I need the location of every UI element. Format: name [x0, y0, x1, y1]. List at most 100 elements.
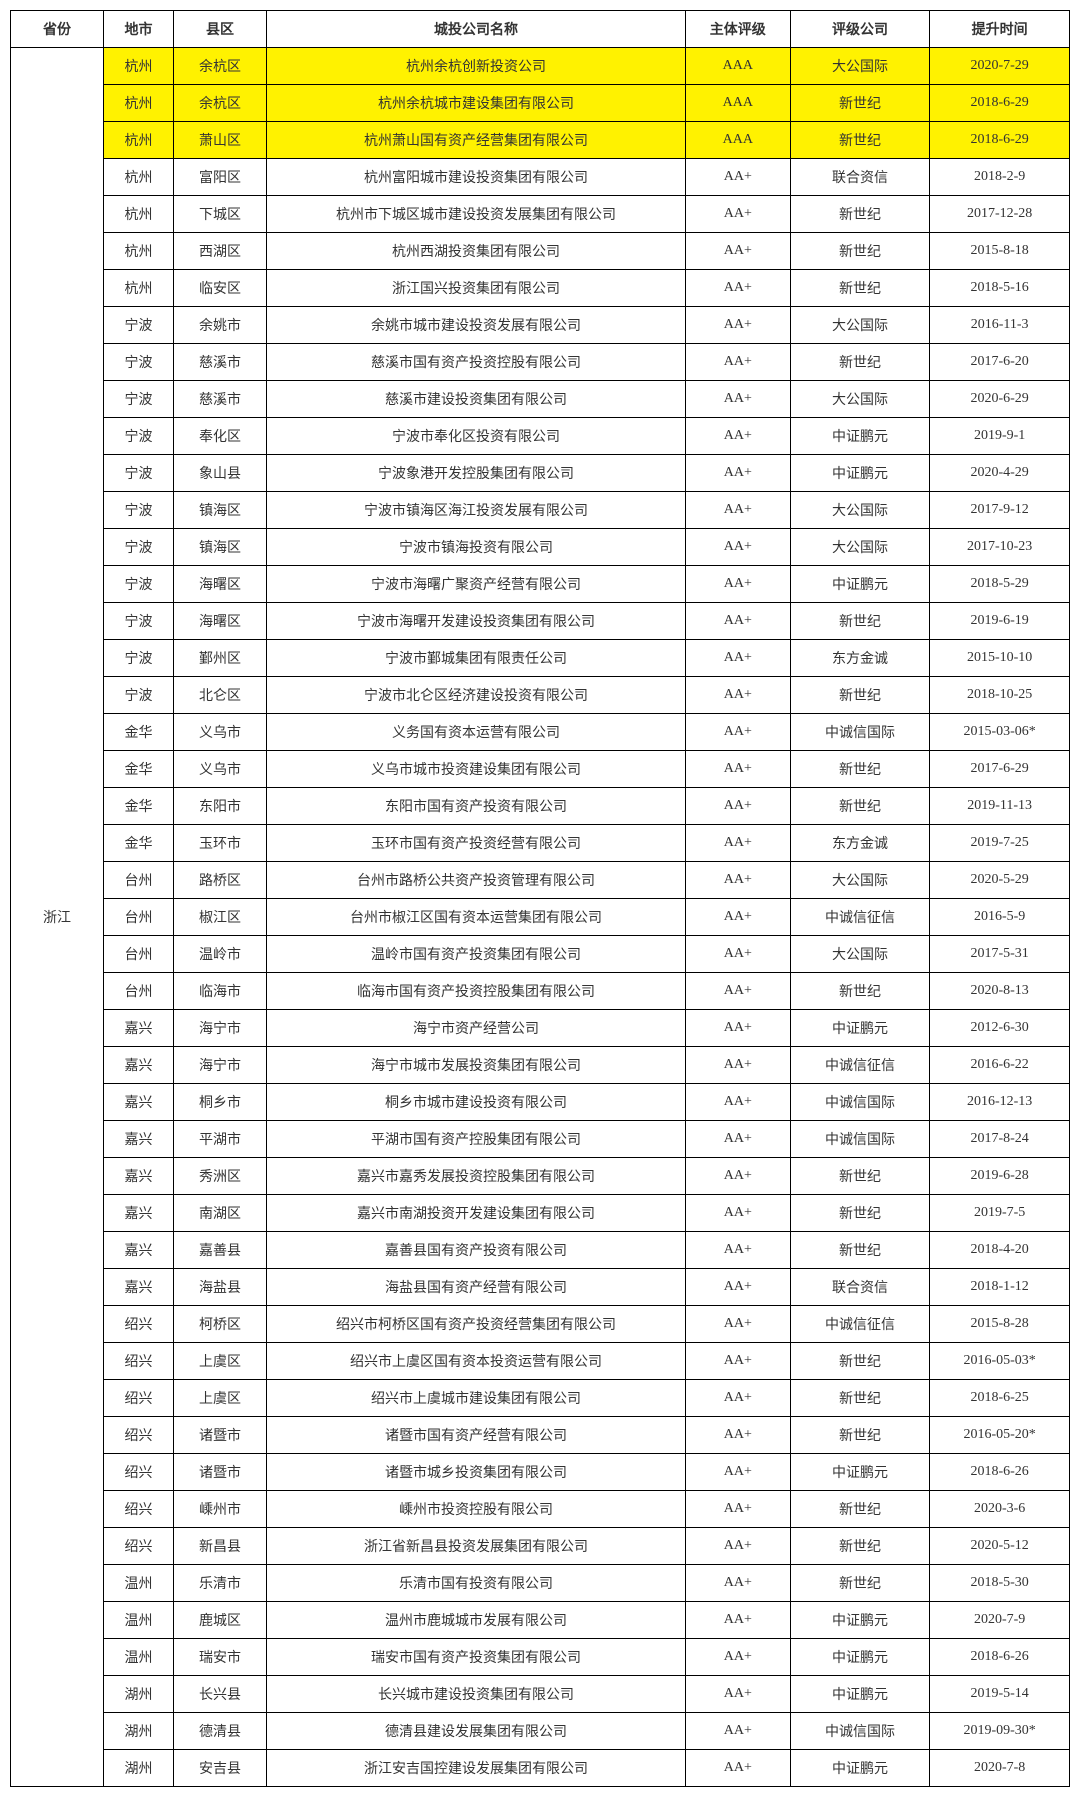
table-row: 杭州富阳区杭州富阳城市建设投资集团有限公司AA+联合资信2018-2-9	[11, 159, 1070, 196]
cell-company: 宁波象港开发控股集团有限公司	[267, 455, 686, 492]
cell-date: 2017-8-24	[930, 1121, 1070, 1158]
cell-district: 义乌市	[173, 751, 266, 788]
cell-date: 2018-6-25	[930, 1380, 1070, 1417]
cell-date: 2017-10-23	[930, 529, 1070, 566]
cell-agency: 大公国际	[790, 936, 930, 973]
cell-district: 路桥区	[173, 862, 266, 899]
cell-company: 温州市鹿城城市发展有限公司	[267, 1602, 686, 1639]
cell-agency: 新世纪	[790, 603, 930, 640]
cell-date: 2012-6-30	[930, 1010, 1070, 1047]
cell-rating: AA+	[685, 1454, 790, 1491]
cell-agency: 中证鹏元	[790, 1676, 930, 1713]
cell-rating: AA+	[685, 1343, 790, 1380]
cell-company: 桐乡市城市建设投资有限公司	[267, 1084, 686, 1121]
cell-agency: 中证鹏元	[790, 1010, 930, 1047]
cell-agency: 新世纪	[790, 1565, 930, 1602]
cell-date: 2018-1-12	[930, 1269, 1070, 1306]
cell-rating: AA+	[685, 196, 790, 233]
cell-city: 绍兴	[104, 1528, 174, 1565]
cell-date: 2019-11-13	[930, 788, 1070, 825]
cell-city: 嘉兴	[104, 1010, 174, 1047]
cell-city: 绍兴	[104, 1380, 174, 1417]
cell-city: 金华	[104, 751, 174, 788]
cell-company: 台州市路桥公共资产投资管理有限公司	[267, 862, 686, 899]
cell-district: 安吉县	[173, 1750, 266, 1787]
cell-date: 2019-7-25	[930, 825, 1070, 862]
cell-company: 杭州西湖投资集团有限公司	[267, 233, 686, 270]
table-row: 嘉兴海盐县海盐县国有资产经营有限公司AA+联合资信2018-1-12	[11, 1269, 1070, 1306]
cell-company: 慈溪市国有资产投资控股有限公司	[267, 344, 686, 381]
cell-company: 诸暨市国有资产经营有限公司	[267, 1417, 686, 1454]
cell-agency: 中诚信国际	[790, 1713, 930, 1750]
header-company: 城投公司名称	[267, 11, 686, 48]
cell-agency: 大公国际	[790, 529, 930, 566]
cell-district: 镇海区	[173, 492, 266, 529]
cell-district: 桐乡市	[173, 1084, 266, 1121]
cell-company: 玉环市国有资产投资经营有限公司	[267, 825, 686, 862]
cell-company: 台州市椒江区国有资本运营集团有限公司	[267, 899, 686, 936]
cell-rating: AA+	[685, 1084, 790, 1121]
cell-date: 2015-03-06*	[930, 714, 1070, 751]
cell-district: 上虞区	[173, 1380, 266, 1417]
cell-agency: 大公国际	[790, 48, 930, 85]
cell-district: 平湖市	[173, 1121, 266, 1158]
cell-date: 2016-05-20*	[930, 1417, 1070, 1454]
cell-rating: AA+	[685, 455, 790, 492]
cell-agency: 大公国际	[790, 492, 930, 529]
cell-date: 2018-6-29	[930, 85, 1070, 122]
cell-company: 慈溪市建设投资集团有限公司	[267, 381, 686, 418]
data-table: 省份 地市 县区 城投公司名称 主体评级 评级公司 提升时间 浙江杭州余杭区杭州…	[10, 10, 1070, 1787]
table-row: 宁波海曙区宁波市海曙开发建设投资集团有限公司AA+新世纪2019-6-19	[11, 603, 1070, 640]
cell-agency: 新世纪	[790, 196, 930, 233]
cell-date: 2017-6-29	[930, 751, 1070, 788]
cell-rating: AA+	[685, 1195, 790, 1232]
cell-district: 海曙区	[173, 603, 266, 640]
cell-date: 2018-6-29	[930, 122, 1070, 159]
cell-district: 北仑区	[173, 677, 266, 714]
table-row: 台州临海市临海市国有资产投资控股集团有限公司AA+新世纪2020-8-13	[11, 973, 1070, 1010]
cell-company: 嘉善县国有资产投资有限公司	[267, 1232, 686, 1269]
cell-agency: 新世纪	[790, 1491, 930, 1528]
table-row: 嘉兴秀洲区嘉兴市嘉秀发展投资控股集团有限公司AA+新世纪2019-6-28	[11, 1158, 1070, 1195]
cell-agency: 东方金诚	[790, 825, 930, 862]
cell-city: 台州	[104, 973, 174, 1010]
cell-district: 嘉善县	[173, 1232, 266, 1269]
table-row: 台州路桥区台州市路桥公共资产投资管理有限公司AA+大公国际2020-5-29	[11, 862, 1070, 899]
table-row: 杭州萧山区杭州萧山国有资产经营集团有限公司AAA新世纪2018-6-29	[11, 122, 1070, 159]
cell-company: 诸暨市城乡投资集团有限公司	[267, 1454, 686, 1491]
table-row: 绍兴新昌县浙江省新昌县投资发展集团有限公司AA+新世纪2020-5-12	[11, 1528, 1070, 1565]
table-row: 嘉兴桐乡市桐乡市城市建设投资有限公司AA+中诚信国际2016-12-13	[11, 1084, 1070, 1121]
cell-city: 宁波	[104, 529, 174, 566]
cell-agency: 中证鹏元	[790, 455, 930, 492]
cell-date: 2018-5-29	[930, 566, 1070, 603]
cell-agency: 中证鹏元	[790, 566, 930, 603]
cell-rating: AA+	[685, 529, 790, 566]
cell-city: 金华	[104, 825, 174, 862]
cell-rating: AA+	[685, 1676, 790, 1713]
cell-rating: AA+	[685, 825, 790, 862]
cell-company: 绍兴市上虞区国有资本投资运营有限公司	[267, 1343, 686, 1380]
cell-company: 宁波市海曙广聚资产经营有限公司	[267, 566, 686, 603]
cell-city: 绍兴	[104, 1417, 174, 1454]
cell-date: 2020-7-9	[930, 1602, 1070, 1639]
cell-company: 嵊州市投资控股有限公司	[267, 1491, 686, 1528]
cell-district: 义乌市	[173, 714, 266, 751]
table-row: 杭州余杭区杭州余杭城市建设集团有限公司AAA新世纪2018-6-29	[11, 85, 1070, 122]
cell-company: 平湖市国有资产控股集团有限公司	[267, 1121, 686, 1158]
cell-district: 柯桥区	[173, 1306, 266, 1343]
cell-city: 宁波	[104, 492, 174, 529]
cell-city: 嘉兴	[104, 1158, 174, 1195]
cell-district: 南湖区	[173, 1195, 266, 1232]
cell-agency: 东方金诚	[790, 640, 930, 677]
cell-agency: 新世纪	[790, 233, 930, 270]
table-row: 台州椒江区台州市椒江区国有资本运营集团有限公司AA+中诚信征信2016-5-9	[11, 899, 1070, 936]
cell-company: 杭州萧山国有资产经营集团有限公司	[267, 122, 686, 159]
cell-city: 湖州	[104, 1750, 174, 1787]
cell-city: 绍兴	[104, 1306, 174, 1343]
cell-date: 2018-2-9	[930, 159, 1070, 196]
cell-company: 杭州余杭城市建设集团有限公司	[267, 85, 686, 122]
cell-company: 杭州富阳城市建设投资集团有限公司	[267, 159, 686, 196]
cell-city: 宁波	[104, 566, 174, 603]
table-row: 金华玉环市玉环市国有资产投资经营有限公司AA+东方金诚2019-7-25	[11, 825, 1070, 862]
cell-city: 绍兴	[104, 1491, 174, 1528]
